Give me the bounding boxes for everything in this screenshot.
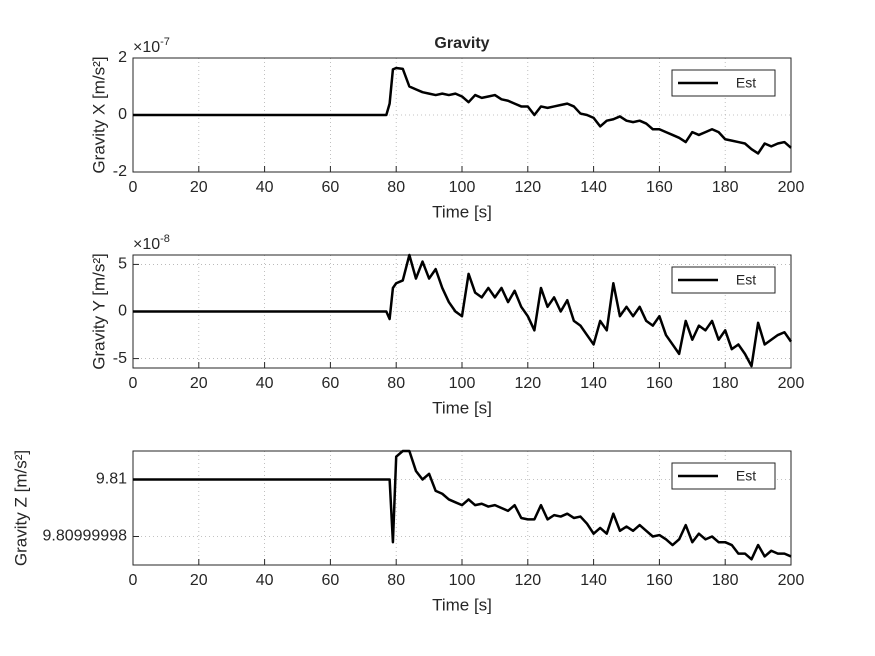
y-axis-label: Gravity Y [m/s²] [89, 253, 108, 370]
x-tick-label: 40 [256, 375, 274, 392]
y-multiplier-base: ×10 [133, 236, 160, 253]
x-tick-label: 60 [322, 572, 340, 589]
y-tick-label: 2 [118, 49, 127, 66]
x-tick-label: 200 [778, 572, 805, 589]
y-multiplier-exp: -7 [160, 36, 170, 48]
x-tick-label: 100 [449, 179, 476, 196]
data-line [133, 253, 793, 368]
x-tick-label: 160 [646, 375, 673, 392]
x-tick-label: 80 [387, 572, 405, 589]
legend-label: Est [736, 272, 756, 288]
x-tick-label: 20 [190, 179, 208, 196]
x-tick-label: 160 [646, 572, 673, 589]
y-exponent: ×10-8 [133, 233, 170, 253]
x-tick-label: 80 [387, 375, 405, 392]
x-tick-label: 180 [712, 179, 739, 196]
x-tick-label: 180 [712, 572, 739, 589]
x-tick-label: 200 [778, 375, 805, 392]
chart-title: Gravity [434, 35, 489, 52]
x-tick-label: 100 [449, 375, 476, 392]
y-axis-label: Gravity Z [m/s²] [11, 450, 30, 566]
y-multiplier-base: ×10 [133, 39, 160, 56]
x-tick-label: 80 [387, 179, 405, 196]
x-tick-label: 60 [322, 179, 340, 196]
x-tick-label: 120 [514, 375, 541, 392]
x-axis-label: Time [s] [432, 398, 492, 417]
x-tick-label: 0 [129, 375, 138, 392]
x-tick-label: 180 [712, 375, 739, 392]
y-multiplier-exp: -8 [160, 233, 170, 245]
legend-label: Est [736, 75, 756, 91]
y-tick-label: -2 [113, 163, 127, 180]
x-tick-label: 140 [580, 179, 607, 196]
y-tick-label: 0 [118, 106, 127, 123]
y-exponent: ×10-7 [133, 36, 170, 56]
data-line [133, 66, 792, 155]
y-tick-label: 9.80999998 [42, 528, 127, 545]
legend-label: Est [736, 468, 756, 484]
axes-box [132, 450, 792, 566]
x-tick-label: 20 [190, 572, 208, 589]
x-tick-label: 0 [129, 572, 138, 589]
x-tick-label: 40 [256, 179, 274, 196]
x-tick-label: 0 [129, 179, 138, 196]
y-tick-label: -5 [113, 350, 127, 367]
x-axis-label: Time [s] [432, 595, 492, 614]
x-tick-label: 60 [322, 375, 340, 392]
x-tick-label: 160 [646, 179, 673, 196]
y-tick-label: 0 [118, 303, 127, 320]
y-axis-label: Gravity X [m/s²] [89, 56, 108, 173]
y-tick-label: 5 [118, 256, 127, 273]
x-tick-label: 120 [514, 179, 541, 196]
x-tick-label: 40 [256, 572, 274, 589]
x-tick-label: 100 [449, 572, 476, 589]
x-tick-label: 120 [514, 572, 541, 589]
data-line [133, 449, 792, 561]
y-tick-label: 9.81 [96, 471, 127, 488]
x-tick-label: 140 [580, 375, 607, 392]
x-tick-label: 200 [778, 179, 805, 196]
x-axis-label: Time [s] [432, 202, 492, 221]
x-tick-label: 20 [190, 375, 208, 392]
x-tick-label: 140 [580, 572, 607, 589]
